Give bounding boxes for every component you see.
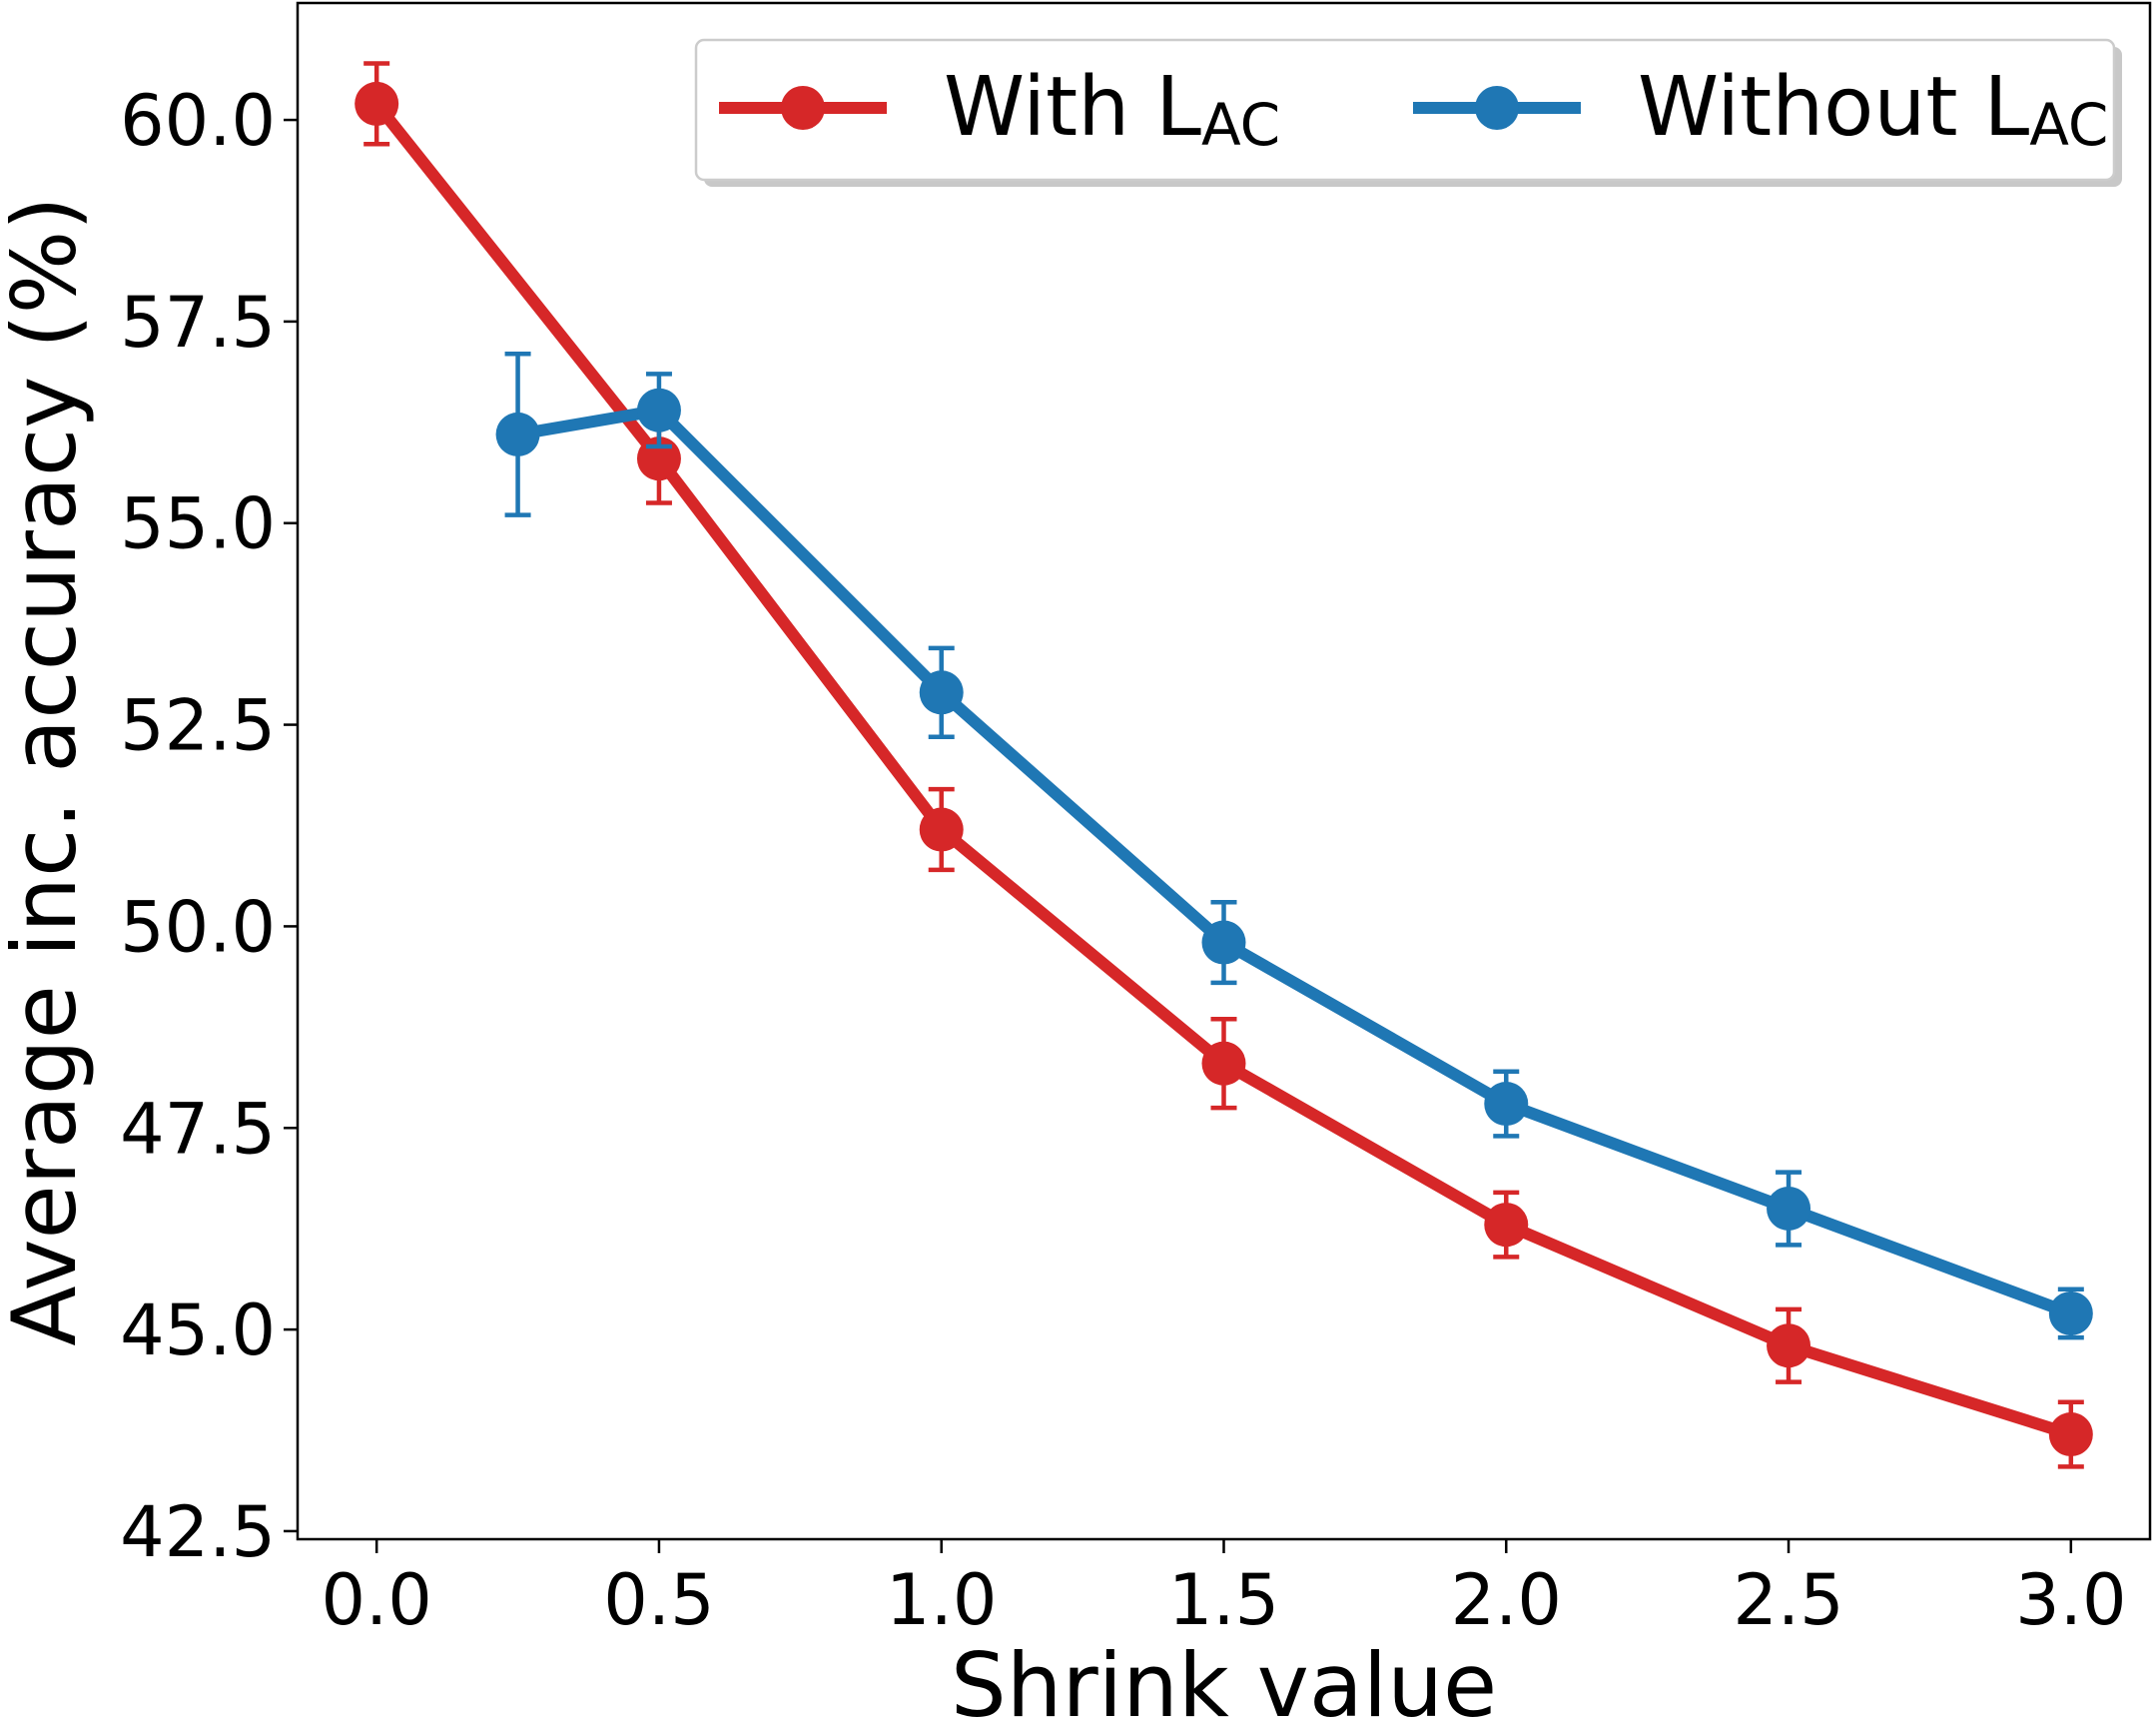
data-point: [1201, 920, 1246, 965]
x-tick-label: 2.5: [1733, 1559, 1843, 1641]
legend-label-text: Without L: [1638, 60, 2030, 155]
y-tick-label: 47.5: [120, 1088, 276, 1170]
y-tick-label: 55.0: [120, 483, 276, 565]
data-point: [919, 807, 964, 852]
x-tick-label: 2.0: [1451, 1559, 1562, 1641]
x-tick-label: 0.0: [322, 1559, 432, 1641]
y-tick-label: 60.0: [120, 80, 276, 162]
data-point: [1484, 1203, 1529, 1248]
legend-label-subscript: AC: [1201, 91, 1280, 159]
legend-box: [694, 38, 2116, 182]
x-tick-label: 1.5: [1168, 1559, 1279, 1641]
x-tick-label: 1.0: [886, 1559, 997, 1641]
x-axis-label: Shrink value: [951, 1634, 1497, 1721]
data-point: [2048, 1412, 2093, 1457]
legend-label-1: Without LAC: [1638, 60, 2108, 159]
legend-marker-1: [1475, 86, 1519, 130]
plot-content: [355, 61, 2093, 1469]
y-tick-label: 57.5: [120, 282, 276, 364]
series-line-0: [371, 100, 2073, 1440]
x-tick-label: 3.0: [2015, 1559, 2126, 1641]
data-point: [1484, 1082, 1529, 1127]
series-line-1: [516, 404, 2073, 1319]
x-tick-label: 0.5: [603, 1559, 714, 1641]
data-point: [495, 412, 540, 456]
y-axis-label: Average inc. accuracy (%): [0, 196, 96, 1345]
data-point: [919, 670, 964, 715]
legend-label-subscript: AC: [2029, 91, 2108, 159]
data-point: [2048, 1291, 2093, 1335]
y-tick-label: 50.0: [120, 886, 276, 968]
legend: With LAC Without LAC: [694, 38, 2122, 187]
data-point: [1767, 1323, 1811, 1368]
y-tick-label: 42.5: [120, 1491, 276, 1573]
data-point: [636, 388, 681, 432]
y-tick-label: 52.5: [120, 685, 276, 767]
data-point: [355, 81, 399, 126]
plot-frame: [296, 1, 2152, 1541]
y-tick-label: 45.0: [120, 1290, 276, 1371]
legend-marker-0: [781, 86, 825, 130]
legend-label-text: With L: [944, 60, 1201, 155]
data-point: [1767, 1186, 1811, 1231]
data-point: [1201, 1041, 1246, 1086]
legend-label-0: With LAC: [944, 60, 1280, 159]
